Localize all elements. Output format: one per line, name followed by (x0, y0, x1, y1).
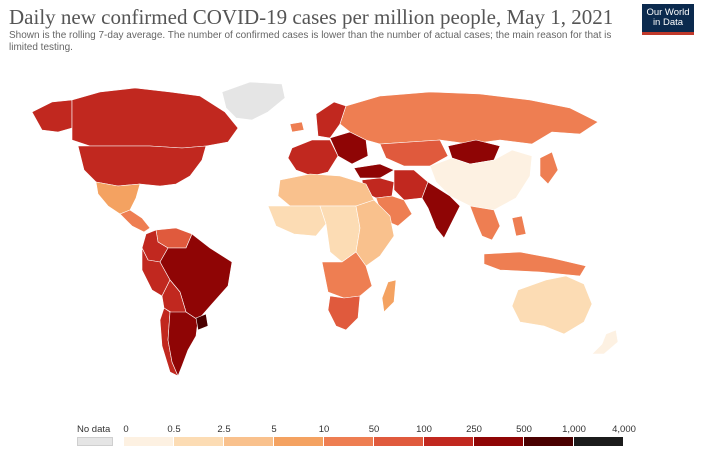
region-west-africa[interactable] (267, 205, 327, 237)
legend-bin-5[interactable] (374, 437, 424, 446)
logo-line-1: Our World (646, 7, 690, 18)
legend-tick-label: 250 (466, 424, 482, 435)
legend-bin-0[interactable] (124, 437, 174, 446)
legend-bin-2[interactable] (224, 437, 274, 446)
legend-bin-8[interactable] (524, 437, 574, 446)
region-india[interactable] (421, 181, 461, 239)
region-greenland[interactable] (221, 81, 286, 121)
region-australia[interactable] (511, 275, 593, 335)
region-indonesia[interactable] (483, 251, 587, 277)
region-new-zealand[interactable] (591, 329, 619, 355)
region-north-africa[interactable] (277, 173, 375, 207)
region-philippines[interactable] (511, 215, 527, 237)
region-iceland[interactable] (289, 121, 305, 133)
region-east-africa[interactable] (355, 199, 395, 267)
region-southern-africa[interactable] (321, 251, 373, 299)
logo-line-2: in Data (652, 17, 684, 28)
region-argentina[interactable] (167, 311, 199, 377)
legend-bin-6[interactable] (424, 437, 474, 446)
legend-bin-9[interactable] (574, 437, 624, 446)
region-usa[interactable] (77, 145, 207, 187)
legend-bin-1[interactable] (174, 437, 224, 446)
region-madagascar[interactable] (381, 279, 397, 313)
legend-bin-3[interactable] (274, 437, 324, 446)
region-central-america[interactable] (119, 209, 151, 233)
region-southeast-asia[interactable] (469, 205, 501, 241)
legend-tick-label: 0 (123, 424, 129, 435)
region-alaska[interactable] (31, 99, 73, 133)
legend-bin-7[interactable] (474, 437, 524, 446)
chart-title: Daily new confirmed COVID-19 cases per m… (9, 5, 614, 29)
legend-tick-label: 50 (368, 424, 380, 435)
world-map (31, 81, 619, 377)
legend-tick-label: 4,000 (612, 424, 636, 435)
region-japan[interactable] (539, 151, 559, 185)
legend-tick-label: 1,000 (562, 424, 586, 435)
color-legend: No data 0 0.5 2.5 5 10 50 100 250 500 1,000 4,000 (0, 424, 702, 454)
region-kazakhstan[interactable] (379, 139, 449, 167)
region-russia[interactable] (339, 91, 599, 145)
legend-no-data-swatch (77, 437, 113, 446)
legend-bin-4[interactable] (324, 437, 374, 446)
region-turkey[interactable] (353, 163, 395, 179)
legend-no-data-label: No data (77, 424, 111, 435)
region-south-africa[interactable] (327, 295, 361, 331)
chart-subtitle: Shown is the rolling 7-day average. The … (9, 30, 612, 53)
region-canada[interactable] (71, 87, 239, 149)
legend-tick-label: 5 (271, 424, 277, 435)
owid-logo[interactable]: Our World in Data (642, 4, 694, 35)
region-uruguay[interactable] (195, 313, 209, 331)
legend-tick-label: 100 (416, 424, 432, 435)
legend-tick-label: 2.5 (217, 424, 231, 435)
legend-tick-label: 10 (318, 424, 330, 435)
region-western-europe[interactable] (287, 139, 339, 177)
legend-tick-label: 0.5 (167, 424, 181, 435)
region-mexico[interactable] (95, 181, 141, 215)
legend-tick-label: 500 (516, 424, 532, 435)
